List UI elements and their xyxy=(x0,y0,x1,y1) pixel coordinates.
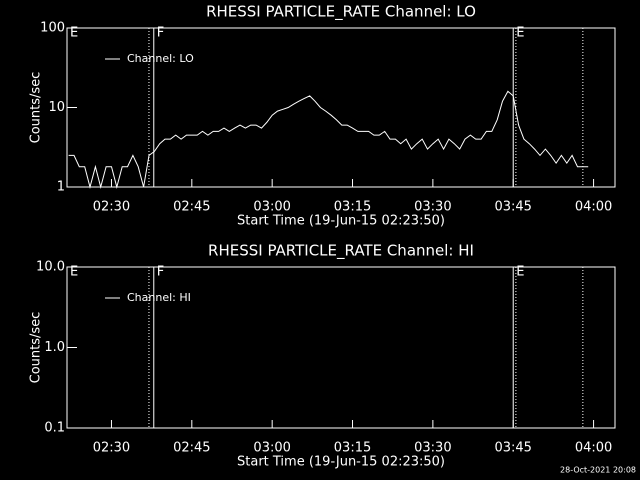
marker-label: E xyxy=(70,265,78,280)
y-tick-label: 0.1 xyxy=(44,421,65,436)
x-axis-label: Start Time (19-Jun-15 02:23:50) xyxy=(237,214,445,229)
x-tick-label: 03:45 xyxy=(494,200,531,215)
x-tick-label: 04:00 xyxy=(575,441,612,456)
y-axis-label: Counts/sec xyxy=(29,72,44,144)
x-tick-label: 03:15 xyxy=(334,200,371,215)
x-tick-label: 02:30 xyxy=(93,441,130,456)
y-tick-label: 1.0 xyxy=(44,340,65,355)
marker-label: F xyxy=(157,26,164,41)
marker-label: E xyxy=(516,26,524,41)
x-tick-label: 03:00 xyxy=(253,441,290,456)
x-tick-label: 04:00 xyxy=(575,200,612,215)
marker-label: E xyxy=(516,265,524,280)
x-axis-label: Start Time (19-Jun-15 02:23:50) xyxy=(237,455,445,470)
x-tick-label: 03:45 xyxy=(494,441,531,456)
y-tick-label: 1 xyxy=(57,180,65,195)
x-tick-label: 03:30 xyxy=(414,441,451,456)
x-tick-label: 03:00 xyxy=(253,200,290,215)
legend-label: Channel: HI xyxy=(127,291,191,304)
data-line xyxy=(68,90,589,189)
chart-title: RHESSI PARTICLE_RATE Channel: LO xyxy=(206,3,476,22)
x-tick-label: 02:30 xyxy=(93,200,130,215)
chart-title: RHESSI PARTICLE_RATE Channel: HI xyxy=(208,242,474,261)
marker-label: F xyxy=(157,265,164,280)
legend-label: Channel: LO xyxy=(127,52,194,65)
x-tick-label: 02:45 xyxy=(173,200,210,215)
y-axis-label: Counts/sec xyxy=(29,312,44,384)
x-tick-label: 02:45 xyxy=(173,441,210,456)
marker-label: E xyxy=(70,26,78,41)
footer: 28-Oct-2021 20:08 xyxy=(560,466,636,475)
y-tick-label: 10 xyxy=(48,100,65,115)
x-tick-label: 03:15 xyxy=(334,441,371,456)
y-tick-label: 10.0 xyxy=(36,260,65,275)
y-tick-label: 100 xyxy=(40,21,65,36)
x-tick-label: 03:30 xyxy=(414,200,451,215)
